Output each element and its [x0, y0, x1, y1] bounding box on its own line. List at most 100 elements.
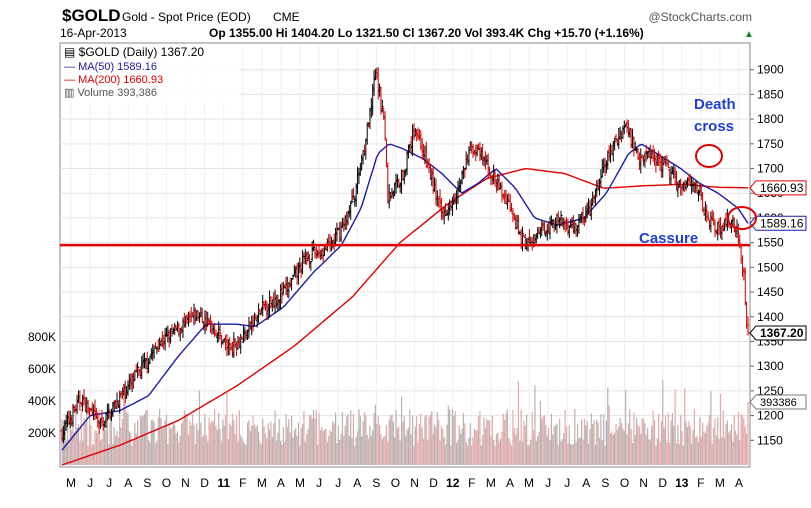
volume-bar — [659, 441, 661, 465]
volume-bar — [68, 440, 70, 465]
volume-bar — [521, 441, 524, 465]
volume-bar — [138, 437, 140, 465]
volume-bar — [242, 441, 245, 465]
volume-bar — [660, 420, 662, 465]
ma50-value-tag: 1589.16 — [749, 215, 807, 231]
volume-bar — [150, 420, 152, 465]
volume-bar — [392, 421, 394, 465]
volume-bar — [83, 417, 85, 465]
volume-bar — [554, 425, 557, 465]
volume-bar — [224, 414, 227, 465]
volume-bar — [171, 427, 173, 465]
volume-bar — [581, 419, 583, 465]
volume-bar — [256, 425, 258, 465]
price-tick-label: 1450 — [757, 285, 784, 299]
volume-bar — [229, 423, 231, 465]
volume-bar — [135, 433, 137, 465]
volume-bar — [370, 435, 372, 465]
volume-bar — [669, 442, 671, 465]
volume-bar — [266, 438, 268, 465]
volume-bar — [351, 437, 353, 465]
volume-bar — [284, 442, 286, 465]
volume-bar — [120, 427, 122, 465]
exchange-label: CME — [273, 10, 300, 24]
volume-bar — [218, 413, 220, 465]
volume-bar — [113, 427, 115, 465]
volume-bar — [460, 433, 462, 465]
volume-bar — [257, 431, 260, 465]
volume-bar — [365, 415, 367, 465]
volume-bar — [310, 414, 312, 465]
volume-bar — [418, 423, 421, 465]
volume-bar — [378, 425, 381, 465]
legend-ma200: — MA(200) 1660.93 — [64, 74, 163, 86]
volume-bar — [746, 433, 748, 465]
volume-bar — [443, 436, 445, 465]
volume-bar — [130, 433, 132, 465]
volume-bar — [121, 418, 124, 465]
volume-bar — [196, 423, 198, 465]
volume-bar — [212, 421, 214, 465]
volume-bar — [251, 426, 253, 465]
volume-bar — [585, 425, 587, 465]
volume-bar — [409, 409, 411, 465]
volume-bar — [389, 415, 392, 465]
volume-bar — [181, 423, 183, 465]
x-tick-label: M — [66, 476, 76, 490]
volume-bar — [589, 429, 591, 465]
volume-bar — [263, 426, 265, 465]
volume-bar — [707, 422, 709, 465]
volume-bar — [477, 416, 480, 465]
volume-bar — [350, 410, 352, 465]
volume-bar — [537, 436, 539, 465]
volume-bar — [268, 429, 271, 465]
volume-bar — [465, 441, 467, 465]
volume-bar — [747, 402, 749, 465]
volume-bar — [428, 416, 430, 465]
price-tick-label: 1300 — [757, 359, 784, 373]
volume-bar — [674, 389, 676, 465]
legend-volume: ▥ Volume 393,386 — [64, 87, 157, 99]
volume-bar — [541, 418, 543, 465]
volume-bar — [253, 425, 256, 465]
volume-bar — [219, 428, 221, 465]
volume-bar — [438, 419, 440, 465]
volume-bar — [82, 440, 84, 465]
price-tick-label: 1200 — [757, 409, 784, 423]
volume-bar — [572, 444, 575, 465]
volume-bar — [104, 425, 106, 465]
volume-bar — [238, 410, 240, 465]
volume-bar — [398, 426, 400, 465]
volume-bar — [345, 416, 348, 465]
volume-bar — [323, 429, 326, 465]
volume-bar — [532, 430, 535, 465]
volume-bar — [596, 419, 598, 465]
volume-bar — [395, 410, 397, 465]
volume-bar — [341, 412, 344, 465]
volume-bar — [728, 432, 730, 465]
volume-bar — [550, 413, 553, 465]
volume-bar — [190, 424, 192, 465]
volume-bar — [622, 428, 624, 465]
volume-bar — [262, 418, 264, 465]
volume-bar — [464, 423, 466, 465]
volume-bar — [651, 425, 653, 465]
volume-bar — [307, 428, 309, 465]
volume-bar — [160, 418, 162, 465]
volume-bar — [88, 411, 91, 465]
volume-bar — [110, 408, 113, 465]
volume-bar — [204, 414, 206, 465]
volume-bar — [442, 429, 444, 465]
volume-bar — [454, 410, 456, 465]
volume-bar — [359, 416, 361, 465]
volume-bar — [491, 415, 493, 465]
volume-bar — [446, 424, 448, 465]
volume-bar — [380, 434, 382, 465]
volume-bar — [717, 417, 719, 465]
volume-bar — [167, 444, 169, 465]
volume-bar — [354, 445, 356, 465]
volume-bar — [545, 425, 547, 465]
volume-bar — [348, 435, 350, 465]
volume-bar — [387, 441, 389, 465]
volume-bar — [487, 419, 489, 465]
